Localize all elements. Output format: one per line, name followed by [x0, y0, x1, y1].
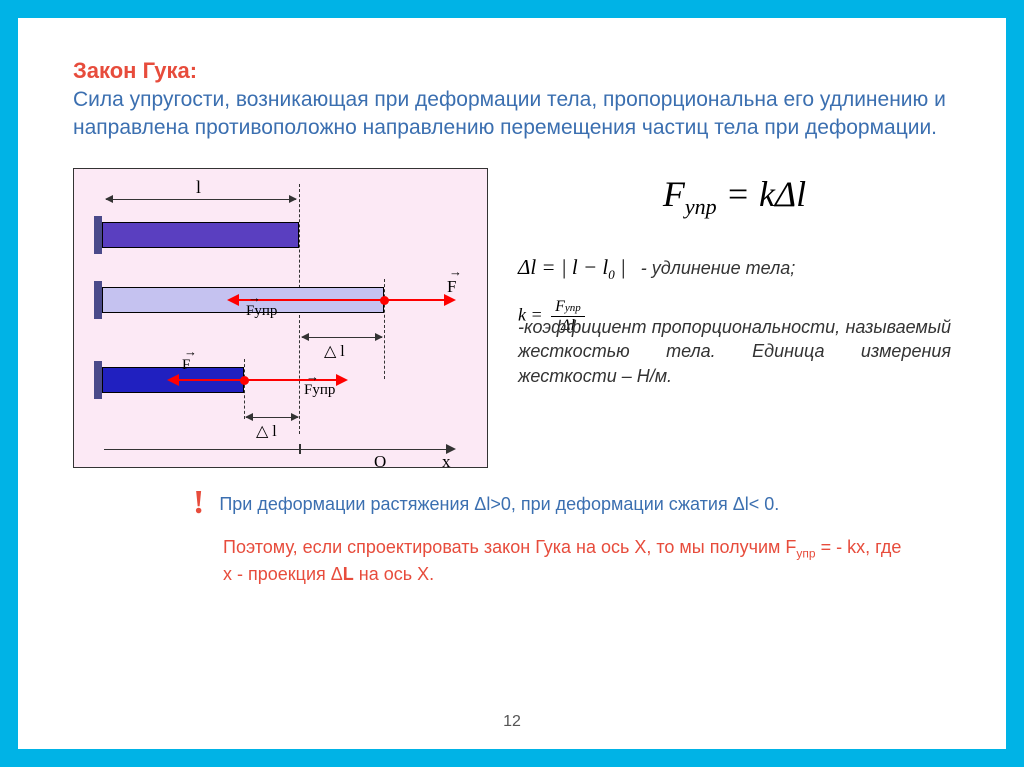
bottom-notes: ! При деформации растяжения Δl>0, при де… — [73, 486, 951, 588]
slide-subtitle: Сила упругости, возникающая при деформац… — [73, 86, 951, 143]
exclamation-icon: ! — [193, 486, 204, 520]
elongation-row: Δl = | l − l0 | - удлинение тела; — [518, 255, 951, 283]
label-x: x — [442, 452, 451, 472]
deformation-diagram: l F Fупр △ l F Fупр △ — [73, 168, 488, 468]
hookes-law-formula: Fупр = kΔl — [518, 173, 951, 220]
label-l: l — [196, 177, 201, 198]
conclusion-text: Поэтому, если спроектировать закон Гука … — [193, 535, 911, 588]
label-Fupr-stretch: Fупр — [246, 303, 277, 320]
label-F-stretch: F — [447, 277, 456, 297]
page-number: 12 — [18, 713, 1006, 731]
formulas-column: Fупр = kΔl Δl = | l − l0 | - удлинение т… — [518, 168, 951, 468]
label-F-compress: F — [182, 357, 190, 374]
label-Fupr-compress: Fупр — [304, 382, 335, 399]
slide-title: Закон Гука: — [73, 58, 951, 84]
label-O: O — [374, 452, 386, 472]
label-dl-compress: △ l — [256, 421, 277, 441]
label-dl-stretch: △ l — [324, 341, 345, 361]
content-row: l F Fупр △ l F Fупр △ — [73, 168, 951, 468]
deformation-note: При деформации растяжения Δl>0, при дефо… — [219, 486, 779, 515]
elongation-text: - удлинение тела; — [641, 258, 796, 279]
stiffness-text: -коэффициент пропорциональности, называе… — [518, 315, 951, 388]
slide: Закон Гука: Сила упругости, возникающая … — [18, 18, 1006, 749]
elongation-formula: Δl = | l − l0 | — [518, 255, 626, 283]
note-row: ! При деформации растяжения Δl>0, при де… — [193, 486, 911, 520]
